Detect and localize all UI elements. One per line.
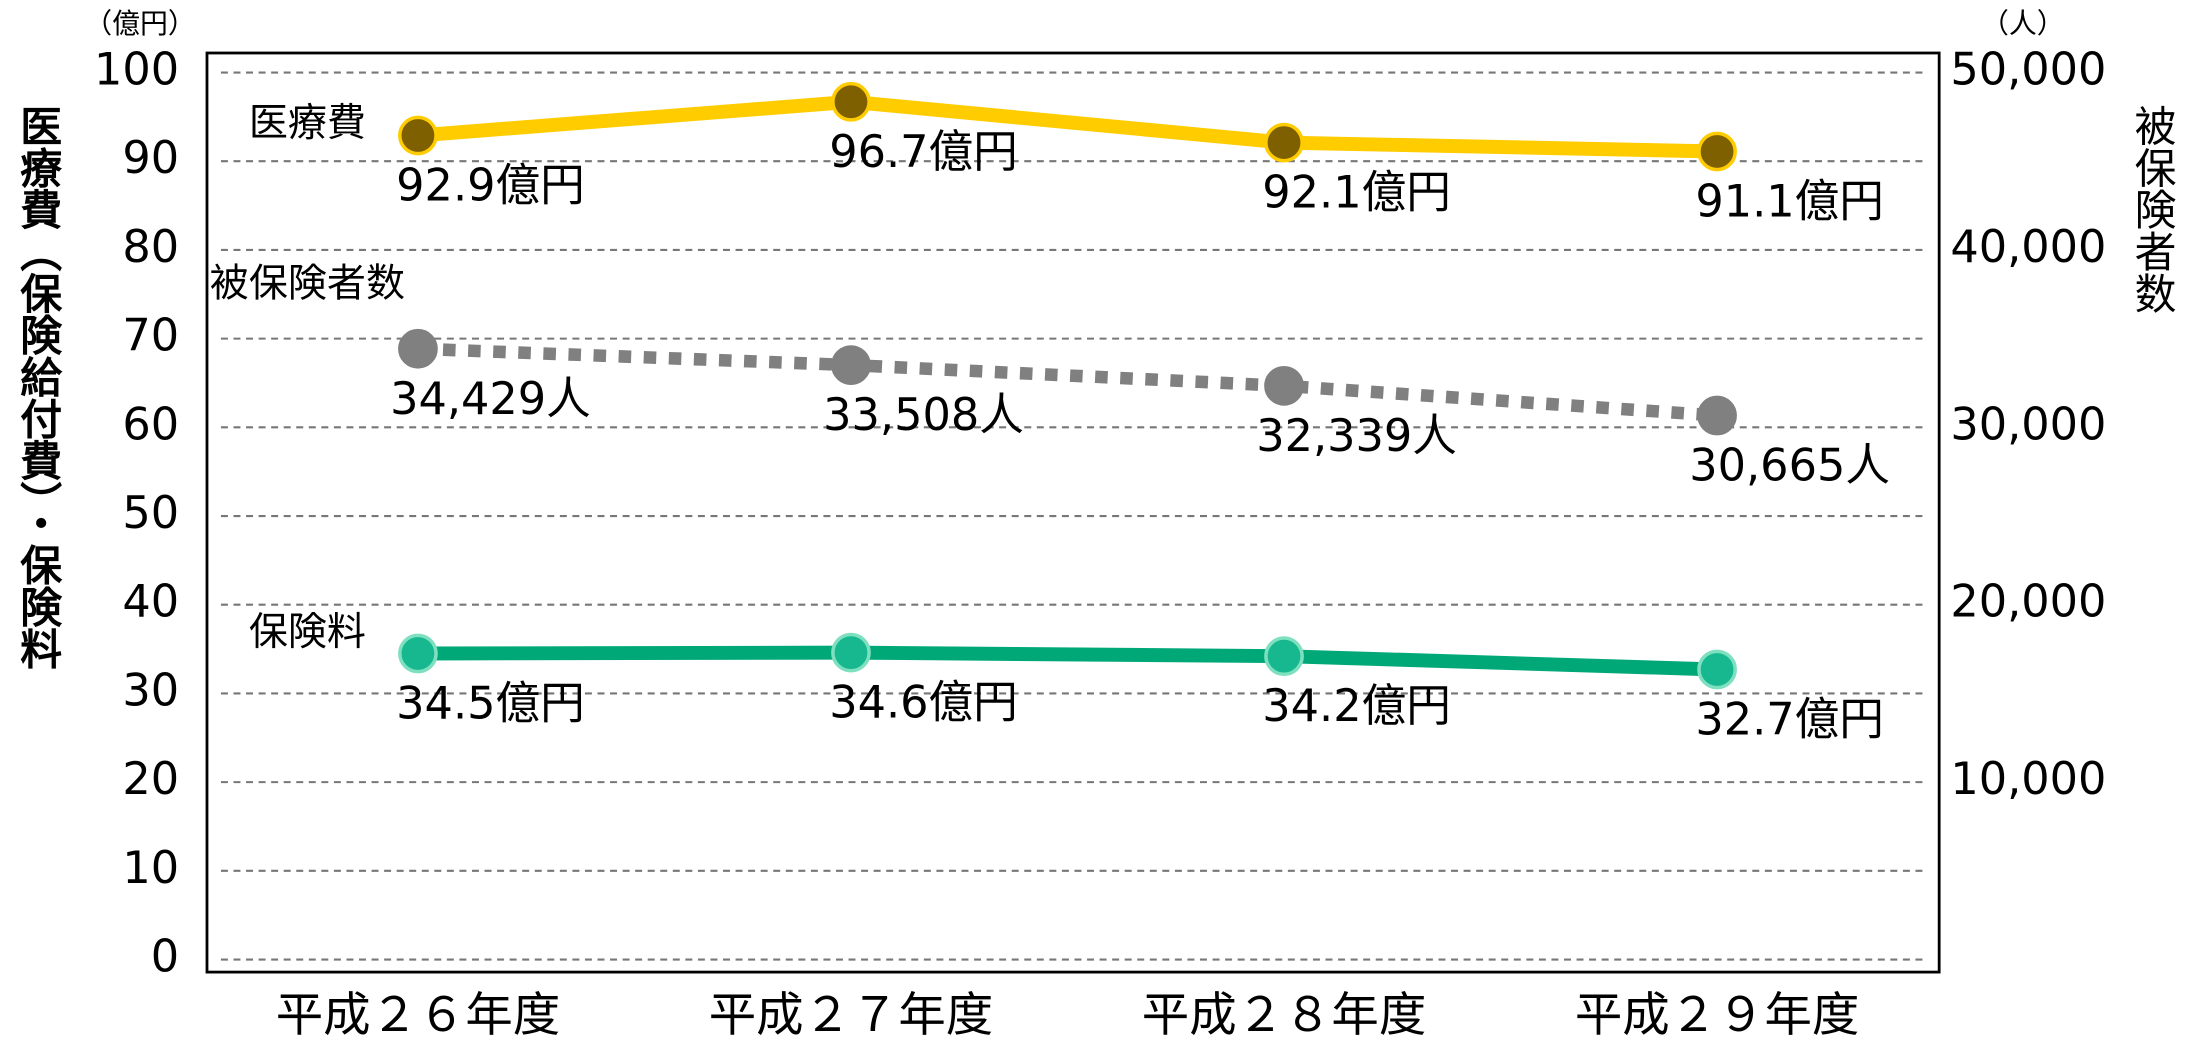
series-marker <box>398 633 438 674</box>
series-name: 医療費 <box>249 101 366 146</box>
x-tick-label: 平成２７年度 <box>709 988 993 1043</box>
series-name: 保険料 <box>249 610 366 655</box>
y-tick-label: 80 <box>122 221 179 273</box>
series-line <box>417 94 1718 159</box>
x-tick-label: 平成２６年度 <box>276 988 560 1043</box>
y2-tick-label: 40,000 <box>1950 221 2106 273</box>
x-tick-label: 平成２９年度 <box>1575 988 1859 1043</box>
y-tick-label: 40 <box>122 576 179 628</box>
y2-tick-label: 20,000 <box>1950 576 2106 628</box>
value-label: 92.9億円 <box>396 159 585 211</box>
series-marker <box>831 632 871 673</box>
value-label: 34,429人 <box>390 373 591 425</box>
value-label: 34.2億円 <box>1262 680 1451 732</box>
series-marker <box>1264 122 1304 163</box>
series-marker <box>1264 365 1304 406</box>
value-label: 96.7億円 <box>829 126 1018 178</box>
y-tick-label: 60 <box>122 398 179 450</box>
value-label: 32.7億円 <box>1695 693 1884 745</box>
y-unit: （億円） <box>84 7 196 40</box>
y-tick-label: 100 <box>94 44 179 96</box>
series-line <box>417 645 1718 677</box>
plot-frame <box>205 51 1941 974</box>
y-tick-label: 50 <box>122 487 179 539</box>
series-line <box>417 342 1718 422</box>
value-label: 34.6億円 <box>829 677 1018 729</box>
y-tick-label: 20 <box>122 753 179 805</box>
y-tick-label: 10 <box>122 842 179 894</box>
value-label: 32,339人 <box>1256 410 1457 462</box>
y2-axis-label: 被保険者数 <box>2128 105 2177 314</box>
series-marker <box>1264 636 1304 677</box>
x-tick-label: 平成２８年度 <box>1142 988 1426 1043</box>
series-name: 被保険者数 <box>210 261 405 306</box>
value-label: 30,665人 <box>1689 440 1890 492</box>
value-label: 92.1億円 <box>1262 167 1451 219</box>
value-label: 34.5億円 <box>396 678 585 730</box>
value-label: 33,508人 <box>823 389 1024 441</box>
y-tick-label: 30 <box>122 664 179 716</box>
y2-tick-label: 10,000 <box>1950 753 2106 805</box>
y2-tick-label: 50,000 <box>1950 44 2106 96</box>
series-marker <box>1697 649 1737 690</box>
value-label: 91.1億円 <box>1695 175 1884 227</box>
y-tick-label: 70 <box>122 310 179 362</box>
series-marker <box>398 115 438 156</box>
series-marker <box>831 345 871 385</box>
y2-tick-label: 30,000 <box>1950 398 2106 450</box>
y-axis-label: 医療費（保険給付費）・保険料 <box>14 105 63 670</box>
series-marker <box>1697 395 1737 436</box>
y2-unit: （人） <box>1981 7 2065 40</box>
y-tick-label: 0 <box>151 931 179 983</box>
series-marker <box>1697 131 1737 172</box>
series-marker <box>831 81 871 122</box>
y-tick-label: 90 <box>122 132 179 184</box>
series-marker <box>398 328 438 369</box>
